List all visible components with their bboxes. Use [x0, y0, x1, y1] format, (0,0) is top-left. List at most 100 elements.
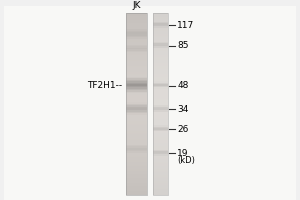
- Bar: [126, 72, 147, 74]
- Bar: [126, 39, 147, 40]
- Bar: [126, 172, 147, 174]
- Bar: [126, 115, 147, 116]
- Bar: [126, 96, 147, 98]
- Bar: [153, 20, 168, 22]
- Bar: [126, 127, 147, 128]
- Bar: [153, 162, 168, 163]
- Bar: [153, 153, 168, 154]
- Bar: [126, 116, 147, 118]
- Bar: [153, 61, 168, 63]
- Bar: [126, 14, 147, 16]
- Text: 85: 85: [177, 41, 189, 50]
- Bar: [153, 169, 168, 171]
- Bar: [126, 130, 147, 131]
- Bar: [126, 99, 147, 101]
- Bar: [126, 80, 147, 81]
- Bar: [126, 93, 147, 95]
- Bar: [126, 75, 147, 77]
- Bar: [126, 67, 147, 69]
- Bar: [126, 29, 147, 31]
- Bar: [153, 139, 168, 140]
- Bar: [153, 188, 168, 189]
- Bar: [153, 14, 168, 16]
- Bar: [153, 28, 168, 29]
- Bar: [153, 34, 168, 36]
- Bar: [153, 159, 168, 160]
- Bar: [153, 154, 168, 156]
- Bar: [153, 166, 168, 168]
- Bar: [153, 87, 168, 89]
- Bar: [126, 25, 147, 26]
- Bar: [126, 145, 147, 146]
- Bar: [153, 175, 168, 177]
- Bar: [153, 151, 168, 153]
- Bar: [153, 163, 168, 165]
- Bar: [153, 122, 168, 124]
- Bar: [126, 128, 147, 130]
- Bar: [153, 49, 168, 51]
- Bar: [153, 104, 168, 105]
- Bar: [126, 148, 147, 150]
- Bar: [126, 169, 147, 171]
- Bar: [153, 81, 168, 83]
- Bar: [126, 159, 147, 160]
- Bar: [153, 136, 168, 137]
- Bar: [126, 86, 147, 87]
- Bar: [126, 131, 147, 133]
- Bar: [153, 13, 168, 195]
- Bar: [153, 45, 168, 46]
- Bar: [153, 98, 168, 99]
- Bar: [126, 163, 147, 165]
- Bar: [153, 168, 168, 169]
- Bar: [126, 74, 147, 75]
- Bar: [126, 90, 147, 92]
- Bar: [126, 61, 147, 63]
- Bar: [153, 128, 168, 130]
- Bar: [126, 45, 147, 46]
- Bar: [126, 177, 147, 178]
- Bar: [126, 13, 147, 195]
- Bar: [153, 116, 168, 118]
- Bar: [126, 52, 147, 54]
- Bar: [126, 113, 147, 115]
- Bar: [153, 130, 168, 131]
- Bar: [126, 171, 147, 172]
- Bar: [153, 58, 168, 60]
- Bar: [153, 150, 168, 151]
- Bar: [126, 157, 147, 159]
- Bar: [126, 107, 147, 108]
- Bar: [126, 98, 147, 99]
- Bar: [153, 43, 168, 45]
- Bar: [126, 78, 147, 80]
- Text: (kD): (kD): [177, 156, 195, 165]
- Bar: [126, 153, 147, 154]
- Bar: [126, 118, 147, 119]
- Bar: [153, 40, 168, 42]
- Text: JK: JK: [132, 1, 141, 10]
- Bar: [153, 13, 168, 14]
- Bar: [153, 52, 168, 54]
- Bar: [153, 131, 168, 133]
- Bar: [126, 124, 147, 125]
- Bar: [153, 108, 168, 110]
- Bar: [126, 49, 147, 51]
- Bar: [126, 31, 147, 32]
- Bar: [126, 55, 147, 57]
- Bar: [153, 127, 168, 128]
- Bar: [153, 119, 168, 121]
- Bar: [126, 66, 147, 67]
- Bar: [126, 194, 147, 195]
- Bar: [153, 60, 168, 61]
- Bar: [126, 81, 147, 83]
- Bar: [126, 180, 147, 181]
- Bar: [153, 36, 168, 37]
- Bar: [153, 54, 168, 55]
- Bar: [153, 172, 168, 174]
- Bar: [153, 178, 168, 180]
- Text: 26: 26: [177, 125, 188, 134]
- Bar: [153, 90, 168, 92]
- Bar: [126, 186, 147, 188]
- Bar: [126, 17, 147, 19]
- Bar: [126, 112, 147, 113]
- Bar: [153, 57, 168, 58]
